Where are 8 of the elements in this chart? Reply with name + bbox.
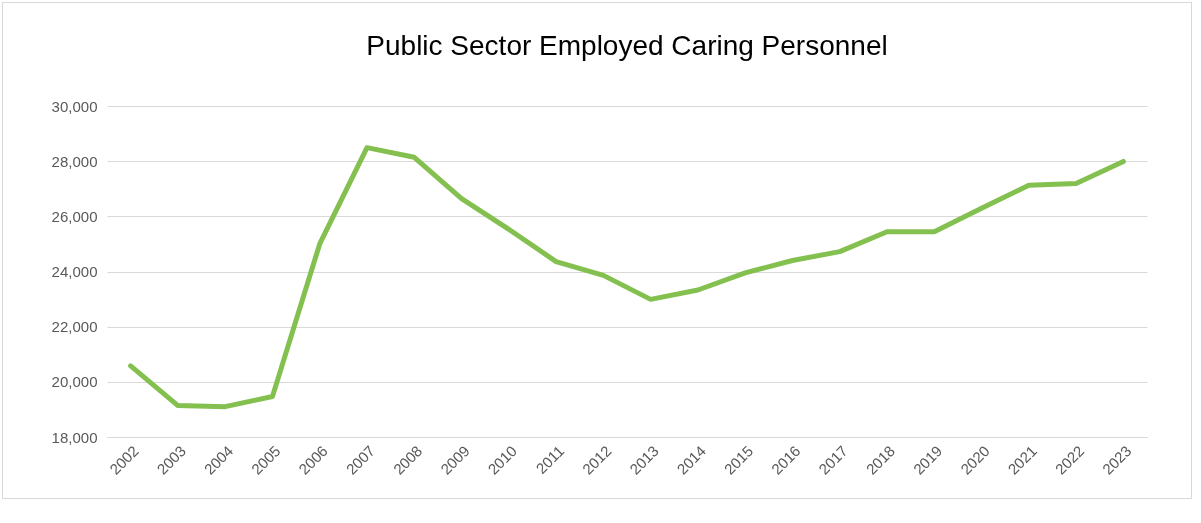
y-tick-label: 24,000 (51, 263, 98, 280)
y-tick-label: 22,000 (51, 318, 98, 336)
y-tick-label: 18,000 (51, 428, 98, 446)
chart-title: Public Sector Employed Caring Personnel (366, 30, 888, 61)
y-tick-label: 30,000 (51, 97, 98, 115)
y-tick-label: 28,000 (51, 152, 98, 170)
y-tick-label: 20,000 (51, 373, 98, 391)
y-tick-label: 26,000 (51, 207, 98, 225)
